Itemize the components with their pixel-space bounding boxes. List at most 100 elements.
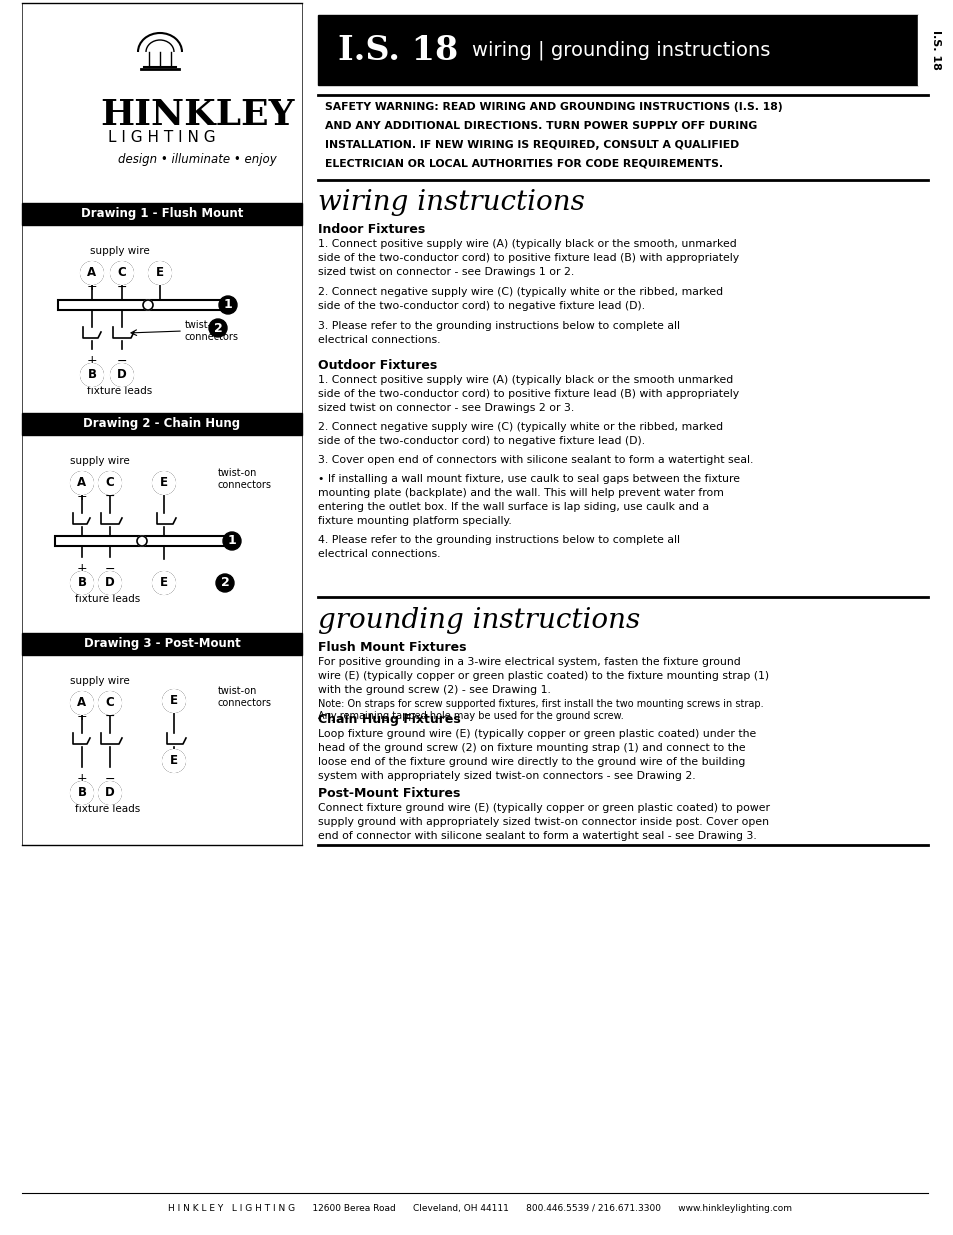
Text: A: A: [77, 697, 87, 709]
Text: Drawing 2 - Chain Hung: Drawing 2 - Chain Hung: [83, 417, 240, 431]
Text: D: D: [105, 577, 114, 589]
Circle shape: [219, 296, 236, 314]
Text: E: E: [170, 694, 178, 708]
Text: sized twist on connector - see Drawings 2 or 3.: sized twist on connector - see Drawings …: [317, 403, 574, 412]
Text: wiring instructions: wiring instructions: [317, 189, 584, 216]
Circle shape: [99, 572, 121, 594]
Text: 1. Connect positive supply wire (A) (typically black or the smooth, unmarked: 1. Connect positive supply wire (A) (typ…: [317, 240, 736, 249]
Text: For positive grounding in a 3-wire electrical system, fasten the fixture ground: For positive grounding in a 3-wire elect…: [317, 657, 740, 667]
Text: fixture leads: fixture leads: [75, 594, 140, 604]
Bar: [55, 536, 234, 546]
Text: HINKLEY: HINKLEY: [100, 98, 294, 132]
Text: grounding instructions: grounding instructions: [317, 606, 639, 634]
Text: 2: 2: [220, 577, 229, 589]
Text: −: −: [105, 773, 115, 785]
Text: +: +: [76, 562, 88, 576]
Text: 3. Cover open end of connectors with silicone sealant to form a watertight seal.: 3. Cover open end of connectors with sil…: [317, 454, 753, 466]
Text: B: B: [77, 577, 87, 589]
Text: I.S. 18: I.S. 18: [930, 30, 940, 70]
Text: Note: On straps for screw supported fixtures, first install the two mounting scr: Note: On straps for screw supported fixt…: [317, 699, 762, 709]
Text: −: −: [116, 354, 127, 368]
Text: Connect fixture ground wire (E) (typically copper or green plastic coated) to po: Connect fixture ground wire (E) (typical…: [317, 803, 769, 813]
Text: 3. Please refer to the grounding instructions below to complete all: 3. Please refer to the grounding instruc…: [317, 321, 679, 331]
Text: L I G H T I N G: L I G H T I N G: [108, 130, 215, 144]
Text: electrical connections.: electrical connections.: [317, 335, 440, 345]
Text: 1: 1: [223, 299, 233, 311]
Text: electrical connections.: electrical connections.: [317, 550, 440, 559]
Text: +: +: [76, 489, 88, 503]
Circle shape: [209, 319, 227, 337]
Text: wire (E) (typically copper or green plastic coated) to the fixture mounting stra: wire (E) (typically copper or green plas…: [317, 671, 768, 680]
Circle shape: [111, 262, 132, 284]
Text: C: C: [106, 697, 114, 709]
Text: twist-on: twist-on: [218, 468, 257, 478]
Text: mounting plate (backplate) and the wall. This will help prevent water from: mounting plate (backplate) and the wall.…: [317, 488, 723, 498]
Text: supply wire: supply wire: [71, 676, 130, 685]
Text: E: E: [156, 267, 164, 279]
Text: supply wire: supply wire: [71, 456, 130, 466]
Text: Flush Mount Fixtures: Flush Mount Fixtures: [317, 641, 466, 655]
Text: −: −: [105, 709, 115, 722]
Text: supply wire: supply wire: [90, 246, 150, 256]
Text: • If installing a wall mount fixture, use caulk to seal gaps between the fixture: • If installing a wall mount fixture, us…: [317, 474, 740, 484]
Bar: [22, 203, 302, 225]
Text: Indoor Fixtures: Indoor Fixtures: [317, 224, 425, 236]
Text: connectors: connectors: [185, 332, 239, 342]
Text: end of connector with silicone sealant to form a watertight seal - see Drawing 3: end of connector with silicone sealant t…: [317, 831, 756, 841]
Text: Drawing 1 - Flush Mount: Drawing 1 - Flush Mount: [81, 207, 243, 221]
Text: 2: 2: [213, 321, 222, 335]
Text: I.S. 18: I.S. 18: [337, 33, 457, 67]
Text: −: −: [116, 280, 127, 294]
Bar: [58, 300, 230, 310]
Text: A: A: [77, 477, 87, 489]
Circle shape: [163, 690, 185, 713]
Text: 2. Connect negative supply wire (C) (typically white or the ribbed, marked: 2. Connect negative supply wire (C) (typ…: [317, 287, 722, 296]
Text: design • illuminate • enjoy: design • illuminate • enjoy: [118, 153, 276, 167]
Text: system with appropriately sized twist-on connectors - see Drawing 2.: system with appropriately sized twist-on…: [317, 771, 695, 781]
Text: D: D: [117, 368, 127, 382]
Text: twist-on: twist-on: [185, 320, 224, 330]
Text: side of the two-conductor cord) to negative fixture lead (D).: side of the two-conductor cord) to negat…: [317, 436, 644, 446]
Circle shape: [163, 750, 185, 772]
Circle shape: [81, 364, 103, 387]
Circle shape: [99, 692, 121, 714]
Circle shape: [81, 262, 103, 284]
Text: fixture leads: fixture leads: [75, 804, 140, 814]
Text: fixture mounting platform specially.: fixture mounting platform specially.: [317, 516, 511, 526]
Text: with the ground screw (2) - see Drawing 1.: with the ground screw (2) - see Drawing …: [317, 685, 550, 695]
Bar: [317, 15, 917, 85]
Circle shape: [149, 262, 171, 284]
Text: −: −: [105, 562, 115, 576]
Bar: [22, 634, 302, 655]
Text: D: D: [105, 787, 114, 799]
Circle shape: [223, 532, 241, 550]
Text: E: E: [170, 755, 178, 767]
Text: entering the outlet box. If the wall surface is lap siding, use caulk and a: entering the outlet box. If the wall sur…: [317, 501, 708, 513]
Text: C: C: [106, 477, 114, 489]
Text: Outdoor Fixtures: Outdoor Fixtures: [317, 359, 436, 372]
Text: Loop fixture ground wire (E) (typically copper or green plastic coated) under th: Loop fixture ground wire (E) (typically …: [317, 729, 756, 739]
Text: +: +: [87, 280, 97, 294]
Text: side of the two-conductor cord) to positive fixture lead (B) with appropriately: side of the two-conductor cord) to posit…: [317, 253, 739, 263]
Circle shape: [152, 572, 174, 594]
Text: head of the ground screw (2) on fixture mounting strap (1) and connect to the: head of the ground screw (2) on fixture …: [317, 743, 745, 753]
Text: H I N K L E Y   L I G H T I N G      12600 Berea Road      Cleveland, OH 44111  : H I N K L E Y L I G H T I N G 12600 Bere…: [168, 1204, 791, 1213]
Text: 1: 1: [228, 535, 236, 547]
Circle shape: [215, 574, 233, 592]
Text: −: −: [105, 489, 115, 503]
Text: +: +: [76, 773, 88, 785]
Text: B: B: [88, 368, 96, 382]
Text: 4. Please refer to the grounding instructions below to complete all: 4. Please refer to the grounding instruc…: [317, 535, 679, 545]
Text: side of the two-conductor cord) to positive fixture lead (B) with appropriately: side of the two-conductor cord) to posit…: [317, 389, 739, 399]
Text: ELECTRICIAN OR LOCAL AUTHORITIES FOR CODE REQUIREMENTS.: ELECTRICIAN OR LOCAL AUTHORITIES FOR COD…: [325, 159, 722, 169]
Circle shape: [137, 536, 147, 546]
Circle shape: [143, 300, 152, 310]
Text: A: A: [88, 267, 96, 279]
Text: side of the two-conductor cord) to negative fixture lead (D).: side of the two-conductor cord) to negat…: [317, 301, 644, 311]
Text: SAFETY WARNING: READ WIRING AND GROUNDING INSTRUCTIONS (I.S. 18): SAFETY WARNING: READ WIRING AND GROUNDIN…: [325, 103, 781, 112]
Text: connectors: connectors: [218, 480, 272, 490]
Circle shape: [152, 472, 174, 494]
Text: Post-Mount Fixtures: Post-Mount Fixtures: [317, 787, 460, 800]
Text: twist-on: twist-on: [218, 685, 257, 697]
Text: Any remaining tapped hole may be used for the ground screw.: Any remaining tapped hole may be used fo…: [317, 711, 623, 721]
